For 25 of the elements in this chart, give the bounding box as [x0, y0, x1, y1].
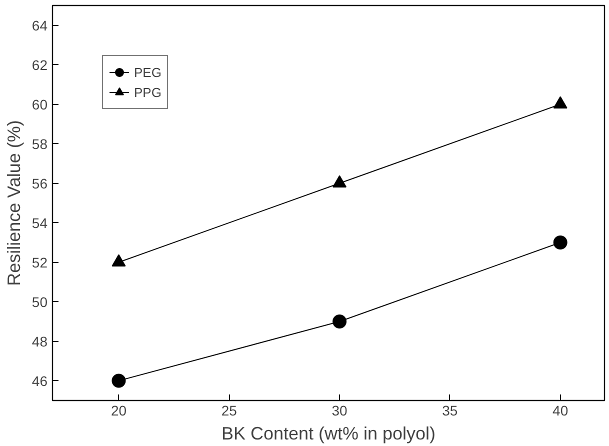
point	[553, 96, 568, 109]
y-tick-label: 54	[32, 214, 48, 231]
point	[332, 314, 347, 328]
point	[112, 374, 126, 388]
x-tick-label: 20	[110, 402, 127, 418]
y-tick-label: 52	[32, 254, 48, 270]
x-axis-title: BK Content (wt% in polyol)	[221, 424, 436, 444]
y-tick-label: 64	[32, 17, 48, 34]
y-tick-label: 50	[32, 294, 48, 310]
y-axis-title: Resilience Value (%)	[4, 120, 24, 286]
x-tick-label: 30	[332, 402, 348, 418]
point	[332, 175, 347, 188]
point	[112, 254, 126, 267]
x-tick-label: 40	[552, 402, 568, 418]
y-tick-label: 56	[32, 175, 48, 192]
y-tick-label: 62	[32, 56, 48, 73]
y-tick-label: 48	[32, 333, 48, 350]
x-tick-label: 25	[221, 402, 238, 418]
y-tick-label: 58	[32, 136, 48, 152]
y-tick-label: 46	[32, 372, 48, 389]
x-tick-label: 35	[442, 402, 458, 418]
legend-label: PEG	[134, 64, 162, 80]
y-tick-label: 60	[32, 96, 48, 112]
point	[553, 236, 568, 250]
legend-label: PPG	[134, 84, 162, 100]
